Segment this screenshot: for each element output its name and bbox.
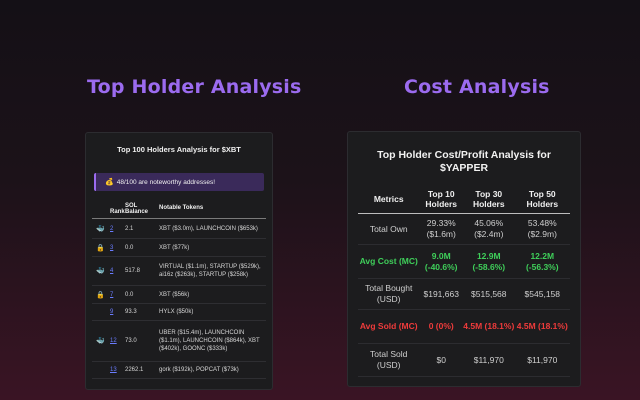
metric-value: 53.48% ($2.9m)	[527, 218, 557, 239]
lock-icon: 🔒	[96, 244, 105, 252]
top30-header: Top 30 Holders	[472, 189, 505, 209]
notable-tokens: XBT ($3.0m), LAUNCHCOIN ($653k)	[159, 225, 258, 232]
noteworthy-notice: 💰 48/100 are noteworthy addresses!	[94, 173, 264, 191]
rank-link[interactable]: 3	[110, 244, 114, 251]
metric-label: Total Sold (USD)	[370, 349, 408, 370]
notable-tokens: VIRTUAL ($1.1m), STARTUP ($529k), ai16z …	[159, 264, 261, 278]
holders-table-header: Rank SOL Balance Notable Tokens	[92, 200, 266, 219]
cost-row: Avg Cost (MC) 9.0M (-40.6%) 12.9M (-58.6%)…	[358, 245, 570, 279]
metric-value: 29.33% ($1.6m)	[426, 218, 456, 239]
sol-balance: 2.1	[125, 225, 134, 232]
table-row: 🐳 4 517.8 VIRTUAL ($1.1m), STARTUP ($529k),…	[92, 257, 266, 286]
top-holder-analysis-heading: Top Holder Analysis	[87, 76, 302, 98]
lock-icon: 🔒	[96, 291, 105, 299]
notable-tokens: XBT ($77k)	[159, 244, 190, 251]
whale-icon: 🐳	[96, 338, 105, 345]
cost-row: Avg Sold (MC) 0 (0%) 4.5M (18.1%) 4.5M (18.…	[358, 310, 570, 344]
cost-row: Total Own 29.33% ($1.6m) 45.06% ($2.4m) 53.…	[358, 214, 570, 245]
rank-header: Rank	[110, 209, 125, 215]
metric-value: 4.5M (18.1%)	[463, 321, 515, 331]
metric-value: 12.9M (-58.6%)	[472, 250, 506, 272]
cost-table-header: Metrics Top 10 Holders Top 30 Holders To…	[358, 189, 570, 214]
metric-label: Avg Cost (MC)	[359, 256, 418, 266]
whale-icon: 🐳	[96, 225, 105, 233]
sol-balance: 0.0	[125, 244, 134, 251]
metric-value: 12.2M (-56.3%)	[525, 250, 559, 272]
metrics-header: Metrics	[373, 194, 404, 204]
cost-table: Metrics Top 10 Holders Top 30 Holders To…	[358, 189, 570, 377]
metric-value: 0 (0%)	[428, 321, 454, 331]
metric-label: Total Bought (USD)	[365, 283, 413, 304]
table-row: 9 93.3 HYLX ($50k)	[92, 304, 266, 321]
metric-value: $515,568	[471, 288, 507, 299]
top50-header: Top 50 Holders	[526, 189, 559, 209]
metric-label: Total Own	[369, 223, 408, 234]
cost-analysis-heading: Cost Analysis	[404, 76, 550, 98]
holders-table: Rank SOL Balance Notable Tokens 🐳 2 2.1 XBT…	[86, 200, 272, 379]
money-bag-icon: 💰	[105, 179, 114, 186]
cost-row: Total Sold (USD) $0 $11,970 $11,970	[358, 344, 570, 377]
metric-value: 4.5M (18.1%)	[516, 321, 568, 331]
rank-link[interactable]: 9	[110, 309, 114, 315]
metric-label: Avg Sold (MC)	[359, 321, 418, 331]
notable-tokens: gork ($192k), POPCAT ($73k)	[159, 367, 239, 373]
rank-link[interactable]: 2	[110, 225, 114, 232]
table-row: 🔒 7 0.0 XBT ($56k)	[92, 286, 266, 304]
notable-tokens: XBT ($56k)	[159, 291, 190, 298]
metric-value: $191,663	[423, 288, 459, 299]
rank-link[interactable]: 12	[110, 338, 117, 344]
rank-link[interactable]: 4	[110, 268, 114, 274]
metric-value: $11,970	[527, 354, 558, 365]
top10-header: Top 10 Holders	[425, 189, 458, 209]
cost-row: Total Bought (USD) $191,663 $515,568 $545,1…	[358, 279, 570, 310]
table-row: 13 2262.1 gork ($192k), POPCAT ($73k)	[92, 362, 266, 379]
metric-value: $545,158	[524, 288, 560, 299]
metric-value: $0	[436, 354, 446, 365]
notice-text: 48/100 are noteworthy addresses!	[116, 178, 216, 186]
balance-header: SOL Balance	[125, 203, 149, 215]
rank-link[interactable]: 13	[110, 367, 117, 373]
holders-card-title: Top 100 Holders Analysis for $XBT	[117, 145, 241, 154]
holders-card: Top 100 Holders Analysis for $XBT 💰 48/1…	[85, 132, 273, 390]
sol-balance: 0.0	[125, 291, 134, 298]
notable-tokens: UBER ($15.4m), LAUNCHCOIN ($1.1m), LAUNC…	[159, 330, 260, 352]
metric-value: 9.0M (-40.6%)	[424, 250, 458, 272]
sol-balance: 93.3	[125, 309, 137, 315]
metric-value: $11,970	[473, 354, 504, 365]
tokens-header: Notable Tokens	[159, 205, 204, 211]
whale-icon: 🐳	[96, 268, 105, 275]
notable-tokens: HYLX ($50k)	[159, 309, 194, 315]
sol-balance: 517.8	[125, 268, 141, 274]
cost-card: Top Holder Cost/Profit Analysis for $YAP…	[347, 131, 581, 387]
table-row: 🐳 12 73.0 UBER ($15.4m), LAUNCHCOIN ($1.1m)…	[92, 321, 266, 362]
table-row: 🔒 3 0.0 XBT ($77k)	[92, 239, 266, 257]
metric-value: 45.06% ($2.4m)	[474, 218, 504, 239]
rank-link[interactable]: 7	[110, 291, 114, 298]
table-row: 🐳 2 2.1 XBT ($3.0m), LAUNCHCOIN ($653k)	[92, 219, 266, 239]
sol-balance: 2262.1	[125, 367, 144, 373]
sol-balance: 73.0	[125, 338, 137, 344]
cost-card-title: Top Holder Cost/Profit Analysis for $YAP…	[377, 149, 551, 174]
